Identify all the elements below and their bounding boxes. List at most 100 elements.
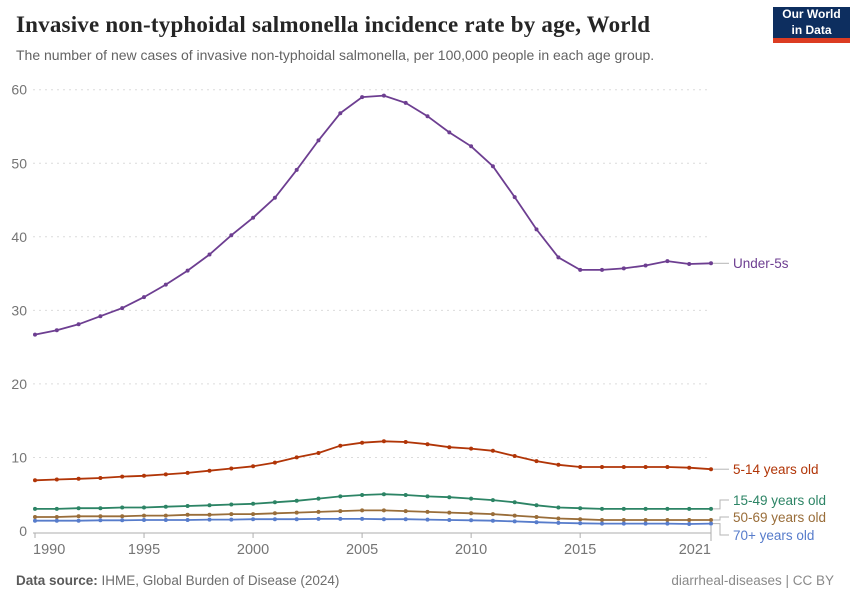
- series-line[interactable]: [34, 94, 712, 336]
- series-point[interactable]: [709, 261, 713, 266]
- series-point[interactable]: [381, 93, 386, 98]
- series-point[interactable]: [98, 518, 103, 523]
- series-label[interactable]: 50-69 years old: [733, 510, 826, 525]
- series-point[interactable]: [76, 518, 81, 523]
- series-point[interactable]: [294, 510, 299, 515]
- series-point[interactable]: [294, 517, 299, 522]
- series-point[interactable]: [381, 517, 386, 522]
- series-point[interactable]: [185, 470, 190, 475]
- series-point[interactable]: [687, 518, 692, 522]
- series-point[interactable]: [185, 268, 190, 273]
- series-point[interactable]: [381, 508, 386, 513]
- series-point[interactable]: [229, 466, 234, 471]
- series-point[interactable]: [120, 518, 125, 523]
- series-point[interactable]: [600, 267, 604, 272]
- series-point[interactable]: [447, 518, 452, 522]
- series-point[interactable]: [643, 521, 648, 526]
- series-point[interactable]: [534, 227, 539, 232]
- series-point[interactable]: [316, 516, 321, 521]
- series-point[interactable]: [687, 262, 692, 266]
- series-point[interactable]: [447, 130, 452, 135]
- series-point[interactable]: [360, 516, 365, 521]
- series-point[interactable]: [120, 474, 125, 479]
- series-point[interactable]: [272, 517, 277, 522]
- series-line[interactable]: [35, 518, 712, 525]
- series-point[interactable]: [687, 506, 692, 511]
- series-point[interactable]: [316, 138, 321, 143]
- series-point[interactable]: [425, 442, 430, 447]
- series-point[interactable]: [54, 506, 59, 511]
- series-point[interactable]: [33, 518, 37, 523]
- series-point[interactable]: [142, 518, 146, 522]
- series-point[interactable]: [163, 513, 168, 518]
- series-point[interactable]: [600, 465, 604, 469]
- series-point[interactable]: [33, 515, 37, 519]
- series-point[interactable]: [447, 510, 452, 515]
- series-point[interactable]: [185, 504, 190, 508]
- series-point[interactable]: [621, 518, 626, 522]
- series-point[interactable]: [512, 519, 517, 524]
- series-point[interactable]: [490, 518, 495, 523]
- series-point[interactable]: [687, 522, 692, 526]
- series-point[interactable]: [403, 440, 408, 444]
- series-point[interactable]: [207, 252, 212, 257]
- series-point[interactable]: [665, 521, 670, 526]
- series-point[interactable]: [490, 512, 495, 517]
- series-label[interactable]: 15-49 years old: [733, 493, 826, 508]
- series-point[interactable]: [556, 255, 561, 260]
- series-point[interactable]: [534, 459, 539, 464]
- series-line[interactable]: [35, 493, 711, 510]
- series-point[interactable]: [229, 517, 234, 522]
- series-point[interactable]: [469, 511, 474, 516]
- series-line[interactable]: [35, 509, 711, 521]
- series-point[interactable]: [600, 518, 604, 522]
- series-point[interactable]: [534, 520, 539, 525]
- series-point[interactable]: [294, 455, 299, 460]
- series-point[interactable]: [709, 506, 713, 511]
- series-point[interactable]: [142, 513, 146, 518]
- series-point[interactable]: [381, 439, 386, 444]
- series-point[interactable]: [556, 516, 561, 521]
- series-point[interactable]: [338, 494, 343, 499]
- series-point[interactable]: [338, 443, 343, 448]
- series-point[interactable]: [163, 504, 168, 509]
- series-point[interactable]: [469, 446, 474, 451]
- series-point[interactable]: [360, 95, 365, 100]
- series-point[interactable]: [251, 464, 256, 469]
- series-point[interactable]: [600, 521, 604, 526]
- series-point[interactable]: [251, 512, 256, 517]
- series-point[interactable]: [490, 498, 495, 503]
- series-point[interactable]: [272, 460, 277, 465]
- series-point[interactable]: [534, 503, 539, 508]
- series-point[interactable]: [316, 509, 321, 514]
- series-point[interactable]: [403, 100, 408, 105]
- series-point[interactable]: [665, 465, 670, 469]
- series-point[interactable]: [381, 492, 386, 497]
- series-point[interactable]: [556, 505, 561, 510]
- series-point[interactable]: [120, 306, 125, 311]
- series-point[interactable]: [534, 515, 539, 519]
- series-point[interactable]: [294, 167, 299, 172]
- series-point[interactable]: [709, 521, 713, 526]
- owid-logo[interactable]: Our World in Data: [773, 7, 850, 43]
- series-point[interactable]: [643, 263, 648, 268]
- series-point[interactable]: [272, 500, 277, 505]
- series-point[interactable]: [643, 518, 648, 522]
- slug-link[interactable]: diarrheal-diseases: [671, 573, 782, 588]
- series-point[interactable]: [207, 517, 212, 522]
- series-point[interactable]: [163, 472, 168, 477]
- series-point[interactable]: [185, 518, 190, 522]
- series-point[interactable]: [403, 509, 408, 514]
- series-point[interactable]: [512, 500, 517, 505]
- series-point[interactable]: [163, 518, 168, 522]
- series-label[interactable]: 70+ years old: [733, 528, 814, 543]
- series-point[interactable]: [294, 498, 299, 503]
- series-point[interactable]: [425, 114, 430, 119]
- series-point[interactable]: [512, 454, 517, 458]
- series-point[interactable]: [512, 195, 517, 200]
- series-point[interactable]: [665, 518, 670, 522]
- series-point[interactable]: [338, 516, 343, 521]
- series-point[interactable]: [556, 520, 561, 525]
- series-point[interactable]: [512, 513, 517, 518]
- series-point[interactable]: [142, 505, 146, 510]
